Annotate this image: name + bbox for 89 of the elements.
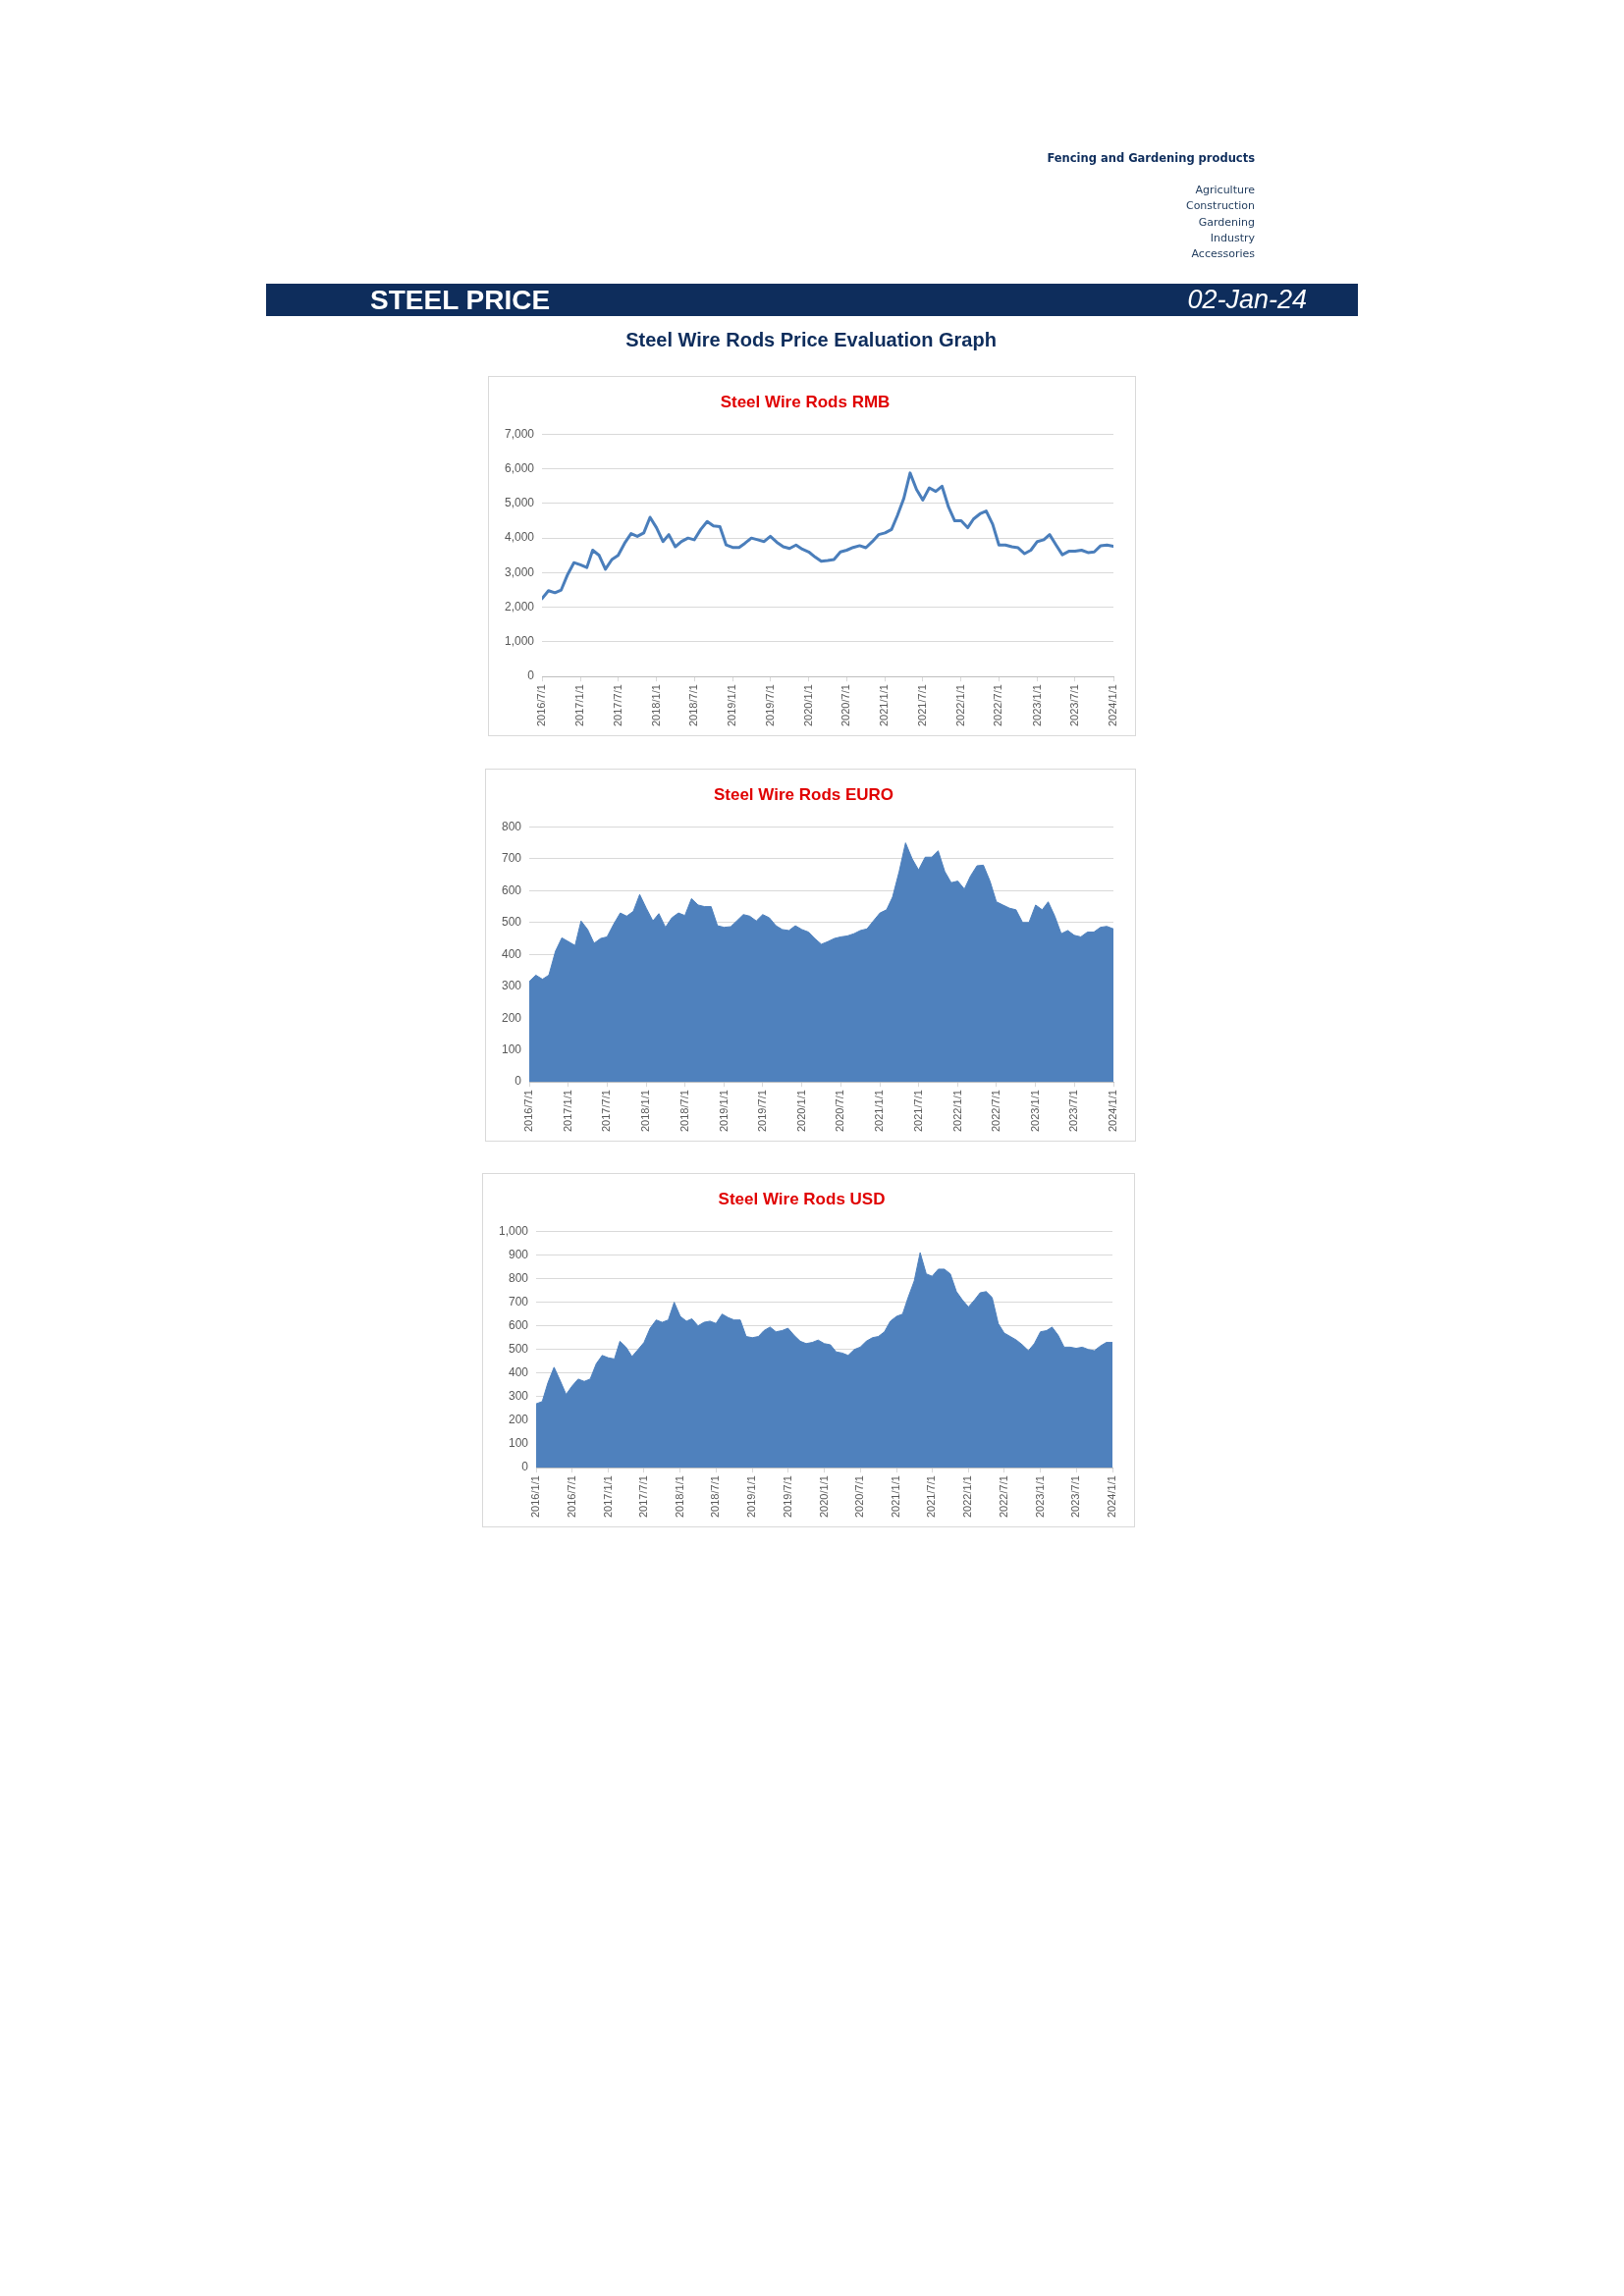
x-tick-label: 2023/1/1 [1028, 1090, 1041, 1133]
x-tick-label: 2021/7/1 [925, 1475, 938, 1519]
chart-title: Steel Wire Rods EURO [713, 784, 894, 804]
text: 02-Jan-24 [1187, 284, 1307, 316]
y-tick-label: 700 [501, 851, 522, 866]
x-tick-label: 2017/1/1 [562, 1090, 574, 1133]
text: Gardening [1197, 214, 1255, 231]
y-tick-label: 200 [501, 1010, 522, 1025]
x-tick-label: 2016/7/1 [522, 1090, 535, 1133]
x-tick-label: 2022/1/1 [953, 684, 966, 727]
y-tick-label: 700 [509, 1294, 529, 1308]
x-tick-label: 2022/7/1 [997, 1475, 1009, 1519]
x-tick-label: 2021/7/1 [911, 1090, 924, 1133]
chart-title: Steel Wire Rods USD [718, 1189, 886, 1208]
text: Accessories [1190, 246, 1255, 263]
text: Fencing and Gardening products [1047, 150, 1255, 166]
y-tick-label: 400 [501, 946, 522, 961]
y-tick-label: 0 [514, 1074, 522, 1089]
x-tick-label: 2019/7/1 [755, 1090, 768, 1133]
y-tick-label: 500 [509, 1342, 529, 1357]
y-tick-label: 400 [509, 1365, 529, 1380]
y-tick-label: 1,000 [505, 634, 535, 649]
chart-title: Steel Wire Rods RMB [720, 392, 891, 411]
y-tick-label: 3,000 [505, 564, 535, 579]
x-tick-label: 2020/7/1 [834, 1090, 846, 1133]
y-tick-label: 200 [509, 1413, 529, 1427]
x-tick-label: 2024/1/1 [1106, 1475, 1118, 1519]
y-tick-label: 6,000 [505, 460, 535, 475]
x-tick-label: 2022/1/1 [950, 1090, 963, 1133]
y-tick-label: 600 [501, 882, 522, 897]
y-tick-label: 100 [501, 1042, 522, 1057]
x-tick-label: 2019/7/1 [781, 1475, 793, 1519]
y-tick-label: 300 [509, 1389, 529, 1404]
x-tick-label: 2020/1/1 [801, 684, 814, 727]
x-tick-label: 2018/7/1 [677, 1090, 690, 1133]
text: Construction [1185, 198, 1255, 215]
y-tick-label: 4,000 [505, 530, 535, 545]
y-tick-label: 500 [501, 915, 522, 930]
x-tick-label: 2024/1/1 [1107, 684, 1119, 727]
x-tick-label: 2019/1/1 [745, 1475, 758, 1519]
y-tick-label: 5,000 [505, 496, 535, 510]
y-tick-label: 100 [509, 1436, 529, 1451]
x-tick-label: 2023/1/1 [1033, 1475, 1046, 1519]
y-tick-label: 0 [527, 668, 535, 683]
x-tick-label: 2019/1/1 [717, 1090, 730, 1133]
y-tick-label: 900 [509, 1247, 529, 1261]
x-tick-label: 2022/1/1 [961, 1475, 974, 1519]
y-tick-label: 300 [501, 979, 522, 993]
x-tick-label: 2021/1/1 [878, 684, 891, 727]
x-tick-label: 2021/1/1 [873, 1090, 886, 1133]
x-tick-label: 2023/7/1 [1067, 684, 1080, 727]
y-tick-label: 800 [509, 1270, 529, 1285]
text: STEEL PRICE [370, 284, 551, 316]
x-tick-label: 2016/1/1 [529, 1475, 542, 1519]
y-tick-label: 2,000 [505, 599, 535, 614]
x-tick-label: 2022/7/1 [992, 684, 1004, 727]
x-tick-label: 2020/1/1 [817, 1475, 830, 1519]
text: Agriculture [1194, 183, 1255, 198]
x-tick-label: 2019/7/1 [763, 684, 776, 727]
x-tick-label: 2016/7/1 [565, 1475, 577, 1519]
y-tick-label: 800 [501, 819, 522, 833]
x-tick-label: 2021/7/1 [915, 684, 928, 727]
x-tick-label: 2018/7/1 [687, 684, 700, 727]
x-tick-label: 2018/1/1 [673, 1475, 685, 1519]
x-tick-label: 2017/1/1 [601, 1475, 614, 1519]
x-tick-label: 2017/1/1 [573, 684, 586, 727]
x-tick-label: 2022/7/1 [989, 1090, 1001, 1133]
x-tick-label: 2018/7/1 [709, 1475, 722, 1519]
x-tick-label: 2018/1/1 [639, 1090, 652, 1133]
x-tick-label: 2023/7/1 [1069, 1475, 1082, 1519]
x-tick-label: 2021/1/1 [890, 1475, 902, 1519]
x-tick-label: 2017/7/1 [600, 1090, 613, 1133]
x-tick-label: 2023/1/1 [1030, 684, 1043, 727]
x-tick-label: 2017/7/1 [636, 1475, 649, 1519]
x-tick-label: 2024/1/1 [1107, 1090, 1119, 1133]
x-tick-label: 2020/1/1 [794, 1090, 807, 1133]
text: Steel Wire Rods Price Evaluation Graph [624, 328, 998, 352]
x-tick-label: 2020/7/1 [853, 1475, 866, 1519]
y-tick-label: 600 [509, 1318, 529, 1333]
x-tick-label: 2016/7/1 [535, 684, 548, 727]
x-tick-label: 2019/1/1 [726, 684, 738, 727]
x-tick-label: 2017/7/1 [611, 684, 623, 727]
y-tick-label: 7,000 [505, 426, 535, 441]
x-tick-label: 2018/1/1 [649, 684, 662, 727]
text: Industry [1209, 230, 1255, 246]
x-tick-label: 2023/7/1 [1067, 1090, 1080, 1133]
y-tick-label: 0 [521, 1460, 529, 1474]
x-tick-label: 2020/7/1 [839, 684, 852, 727]
y-tick-label: 1,000 [499, 1223, 529, 1238]
